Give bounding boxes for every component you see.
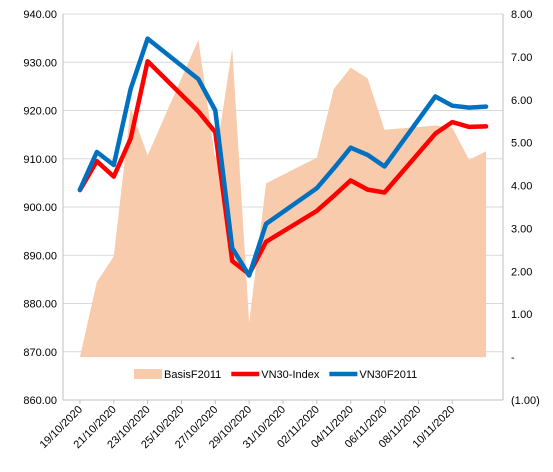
basis-area-layer (79, 39, 487, 358)
y-tick-label: 920.00 (23, 106, 57, 118)
y-tick-label: 910.00 (23, 154, 57, 166)
series-line-vn30-index (77, 59, 489, 277)
y2-tick-label: (1.00) (511, 395, 540, 407)
y2-tick-label: - (511, 352, 515, 364)
y2-tick-label: 1.00 (511, 309, 532, 321)
y-tick-label: 930.00 (23, 57, 57, 69)
series-line-vn30f2011 (77, 36, 489, 278)
legend-label-vn30-index: VN30-Index (261, 369, 320, 381)
left-axis-ticks: 860.00 870.00 880.00 890.00 900.00 910.00 920.… (23, 9, 57, 407)
x-axis-ticks: 19/10/202021/10/202023/10/202025/10/2020… (38, 400, 457, 451)
legend-label-basisf2011: BasisF2011 (164, 369, 221, 381)
right-axis-ticks: (1.00) - 1.00 2.00 3.00 4.00 5.00 6.00 7.00 8.00 (511, 9, 540, 407)
y-tick-label: 900.00 (23, 202, 57, 214)
series-lines (77, 36, 489, 278)
y2-tick-label: 8.00 (511, 9, 532, 21)
legend-label-vn30f2011: VN30F2011 (359, 369, 417, 381)
y2-tick-label: 4.00 (511, 181, 532, 193)
y-tick-label: 870.00 (23, 347, 57, 359)
y2-tick-label: 3.00 (511, 223, 532, 235)
legend-swatch-basisf2011 (134, 369, 162, 379)
y2-tick-label: 6.00 (511, 95, 532, 107)
y-tick-label: 940.00 (23, 9, 57, 21)
y-tick-label: 880.00 (23, 299, 57, 311)
y2-tick-label: 7.00 (511, 52, 532, 64)
y2-tick-label: 2.00 (511, 266, 532, 278)
legend: BasisF2011 VN30-Index VN30F2011 (134, 369, 417, 381)
y2-tick-label: 5.00 (511, 138, 532, 150)
series-area-basisf2011 (79, 39, 487, 358)
y-tick-label: 860.00 (23, 395, 57, 407)
y-tick-label: 890.00 (23, 250, 57, 262)
